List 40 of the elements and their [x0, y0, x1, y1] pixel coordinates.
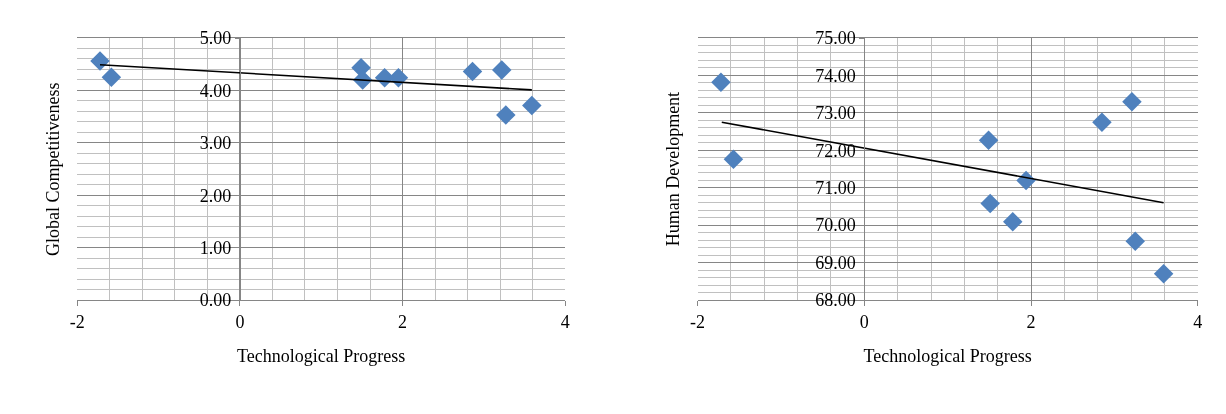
point — [496, 105, 516, 125]
y-tick-label: 2.00 — [199, 185, 232, 206]
point — [492, 60, 512, 80]
y-tick-label: 3.00 — [199, 133, 232, 154]
y-tick-label: 1.00 — [199, 237, 232, 258]
y-tick-label: 69.00 — [815, 252, 856, 273]
y-tick-label: 74.00 — [815, 65, 856, 86]
point — [101, 67, 122, 88]
x-tick-label: 2 — [1026, 311, 1036, 332]
x-tick-label: 0 — [235, 311, 245, 332]
y-tick-label: 0.00 — [199, 290, 232, 311]
x-axis-title: Technological Progress — [237, 345, 406, 366]
y-axis-title: Global Competitiveness — [42, 82, 63, 256]
y-tick-label: 75.00 — [815, 28, 856, 49]
y-tick-label: 72.00 — [815, 140, 856, 161]
y-tick-label: 5.00 — [199, 28, 232, 49]
y-tick-label: 73.00 — [815, 103, 856, 124]
y-tick-label: 4.00 — [199, 80, 232, 101]
point — [978, 130, 999, 150]
y-tick-label: 71.00 — [815, 178, 856, 199]
point — [1122, 91, 1142, 112]
x-tick-label: 4 — [560, 311, 570, 332]
x-tick-label: -2 — [690, 311, 706, 332]
point — [522, 95, 542, 116]
point — [1002, 212, 1023, 232]
point — [980, 193, 1000, 214]
point — [1125, 231, 1146, 251]
y-tick-label: 68.00 — [815, 290, 856, 311]
x-tick-label: 0 — [859, 311, 869, 332]
x-tick-label: -2 — [69, 311, 85, 332]
point — [1153, 264, 1174, 284]
x-tick-label: 4 — [1193, 311, 1203, 332]
x-tick-label: 2 — [398, 311, 408, 332]
y-tick-label: 70.00 — [815, 215, 856, 236]
point — [462, 61, 483, 82]
point — [1092, 112, 1112, 132]
y-axis-title: Human Development — [663, 91, 684, 247]
point — [711, 72, 731, 92]
x-axis-title: Technological Progress — [863, 345, 1032, 366]
point — [723, 149, 744, 170]
